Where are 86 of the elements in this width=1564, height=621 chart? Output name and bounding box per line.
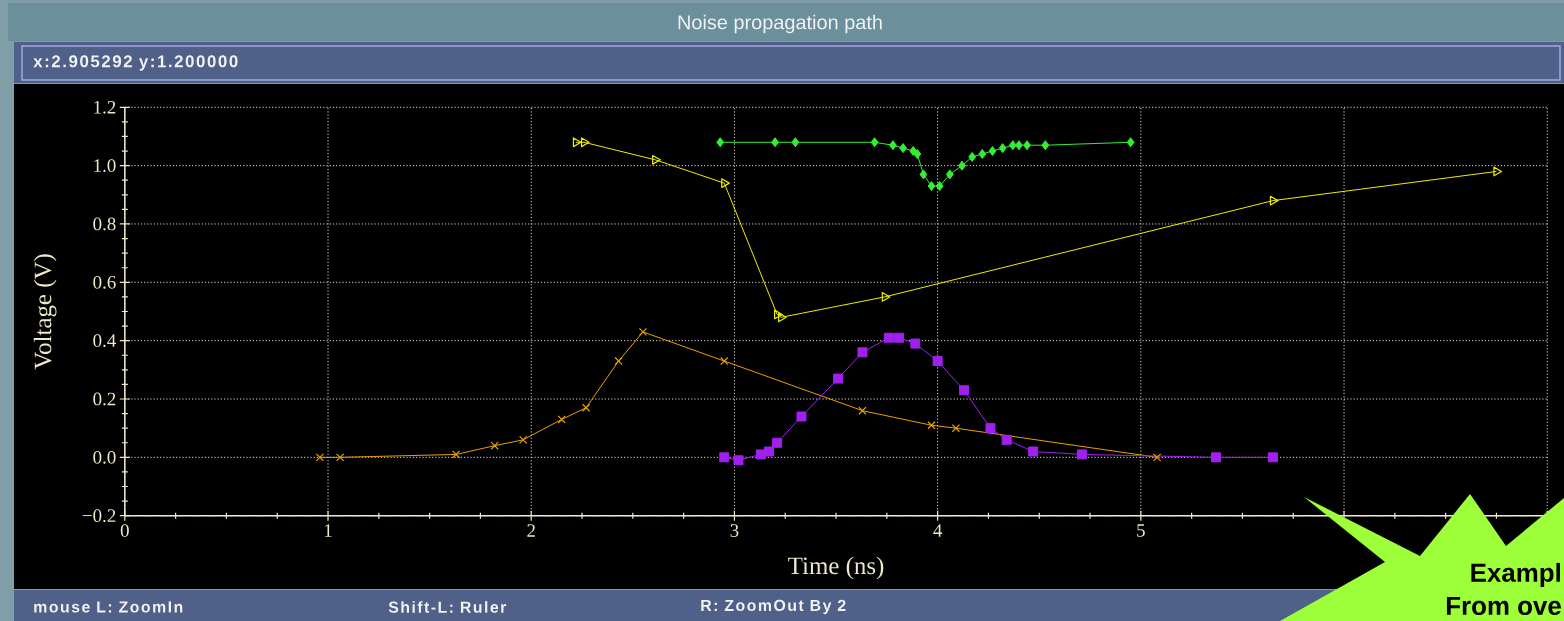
point: [763, 446, 774, 457]
point: [913, 148, 922, 159]
point: [985, 423, 996, 434]
point: [945, 169, 954, 180]
point: [978, 148, 987, 159]
point: [883, 332, 894, 343]
x-tick-label: 1: [324, 524, 332, 537]
point: [1023, 140, 1031, 151]
point: [1493, 166, 1503, 177]
point: [719, 452, 730, 463]
y-tick-label: 0.4: [93, 334, 116, 348]
point: [1267, 452, 1278, 463]
point: [894, 332, 905, 343]
point: [451, 450, 461, 459]
point: [858, 406, 867, 415]
y-tick-label: 0.0: [93, 450, 116, 464]
point: [581, 403, 591, 412]
y-tick-label: 0.2: [93, 392, 116, 406]
point: [336, 453, 345, 462]
text: Shift-L: Ruler: [388, 601, 507, 613]
x-tick-label: 3: [730, 524, 739, 537]
point: [1152, 453, 1162, 462]
point: [778, 312, 787, 323]
chart-title: Noise propagation path: [678, 14, 882, 34]
x-tick-label: 2: [527, 524, 535, 537]
point: [932, 356, 943, 367]
point: [716, 137, 725, 148]
point: [720, 356, 729, 366]
text: x:2.905292 y:1.200000: [33, 55, 238, 71]
x-tick-label: 0: [120, 524, 129, 537]
point: [889, 140, 897, 151]
point: [919, 169, 928, 180]
y-tick-label: 1.2: [94, 100, 116, 114]
point: [935, 181, 944, 192]
point: [1008, 140, 1017, 151]
point: [614, 356, 623, 366]
y-tick-label: −0.2: [82, 509, 116, 523]
point: [951, 424, 961, 433]
point: [755, 449, 766, 460]
point: [652, 154, 661, 165]
point: [771, 137, 779, 148]
point: [772, 437, 783, 448]
point: [733, 455, 744, 466]
x-tick-label: 4: [933, 524, 943, 537]
point: [1126, 137, 1135, 148]
point: [315, 453, 325, 462]
text: R: ZoomOut By 2: [701, 599, 846, 615]
point: [1001, 434, 1012, 445]
point: [580, 137, 590, 148]
point: [833, 373, 844, 384]
point: [959, 385, 970, 396]
y-tick-label: 0.8: [93, 217, 116, 231]
point: [1211, 452, 1222, 463]
y-tick-label: 0.6: [93, 275, 116, 289]
point: [1041, 140, 1050, 151]
point: [910, 338, 921, 349]
point: [927, 421, 936, 430]
point: [968, 151, 977, 162]
point: [1028, 446, 1039, 457]
point: [1076, 449, 1087, 460]
point: [518, 435, 528, 444]
point: [796, 411, 807, 422]
point: [572, 137, 582, 148]
point: [1269, 195, 1279, 206]
point: [988, 146, 997, 157]
x-axis-title: Time (ns): [788, 556, 884, 580]
point: [927, 181, 936, 192]
point: [958, 160, 966, 171]
text: From ove: [1446, 596, 1561, 616]
text: mouse L: ZoomIn: [34, 601, 183, 613]
point: [557, 415, 566, 424]
point: [899, 143, 907, 154]
y-axis-title: Voltage (V): [33, 254, 57, 370]
point: [870, 137, 879, 148]
point: [774, 309, 783, 320]
text: Exampl: [1471, 562, 1560, 588]
point: [791, 137, 800, 148]
y-tick-label: 1.0: [94, 159, 116, 173]
x-tick-label: 5: [1137, 524, 1145, 537]
point: [490, 441, 499, 450]
point: [998, 143, 1007, 154]
point: [1015, 140, 1023, 151]
point: [857, 347, 868, 358]
point: [881, 291, 891, 302]
point: [721, 178, 730, 189]
point: [638, 327, 648, 337]
